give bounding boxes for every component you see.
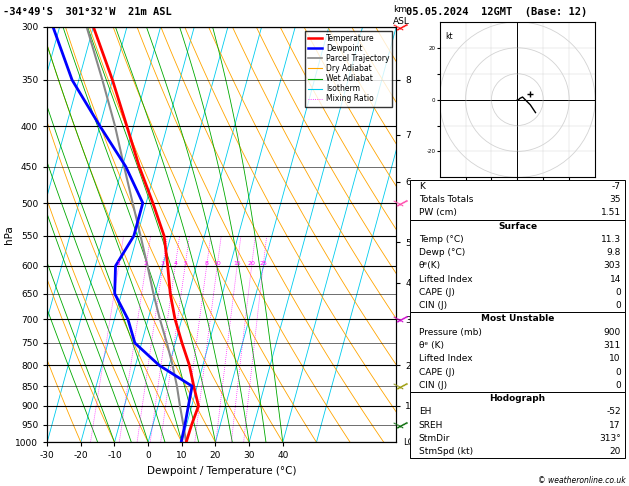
Text: 313°: 313°	[599, 434, 621, 443]
Text: /: /	[394, 380, 408, 393]
Text: Pressure (mb): Pressure (mb)	[419, 328, 482, 337]
Text: CAPE (J): CAPE (J)	[419, 367, 455, 377]
Text: 0: 0	[615, 301, 621, 310]
Text: 11.3: 11.3	[601, 235, 621, 244]
Text: Temp (°C): Temp (°C)	[419, 235, 464, 244]
Text: 14: 14	[610, 275, 621, 284]
Text: CIN (J): CIN (J)	[419, 381, 447, 390]
Text: CAPE (J): CAPE (J)	[419, 288, 455, 297]
Text: -7: -7	[612, 182, 621, 191]
Text: 0: 0	[615, 367, 621, 377]
Text: km: km	[393, 5, 407, 14]
Text: /: /	[394, 418, 408, 431]
Text: K: K	[419, 182, 425, 191]
Y-axis label: hPa: hPa	[4, 225, 14, 244]
Text: ASL: ASL	[393, 17, 410, 26]
Text: 10: 10	[213, 261, 221, 266]
Bar	[410, 180, 625, 220]
Text: SREH: SREH	[419, 420, 443, 430]
Text: θᵉ(K): θᵉ(K)	[419, 261, 441, 271]
Text: 0: 0	[615, 381, 621, 390]
Text: 303: 303	[604, 261, 621, 271]
X-axis label: Dewpoint / Temperature (°C): Dewpoint / Temperature (°C)	[147, 466, 296, 476]
Text: 4: 4	[173, 261, 177, 266]
Text: Lifted Index: Lifted Index	[419, 275, 472, 284]
Text: 10: 10	[610, 354, 621, 363]
Text: 05.05.2024  12GMT  (Base: 12): 05.05.2024 12GMT (Base: 12)	[406, 7, 587, 17]
Text: /: /	[394, 20, 408, 34]
Text: 3: 3	[161, 261, 165, 266]
Text: /: /	[394, 312, 408, 326]
Text: 1: 1	[117, 261, 121, 266]
Text: \: \	[393, 20, 406, 33]
Bar	[410, 220, 625, 312]
Text: 5: 5	[183, 261, 187, 266]
Text: 25: 25	[259, 261, 267, 266]
Text: PW (cm): PW (cm)	[419, 208, 457, 217]
Text: Most Unstable: Most Unstable	[481, 314, 554, 324]
Text: -52: -52	[606, 407, 621, 417]
Text: 17: 17	[610, 420, 621, 430]
Text: CIN (J): CIN (J)	[419, 301, 447, 310]
Text: StmDir: StmDir	[419, 434, 450, 443]
Text: EH: EH	[419, 407, 431, 417]
Text: 20: 20	[610, 447, 621, 456]
Text: StmSpd (kt): StmSpd (kt)	[419, 447, 473, 456]
Text: © weatheronline.co.uk: © weatheronline.co.uk	[538, 476, 626, 485]
Text: 15: 15	[233, 261, 241, 266]
Text: Hodograph: Hodograph	[489, 394, 546, 403]
Text: Dewp (°C): Dewp (°C)	[419, 248, 465, 257]
Text: 8: 8	[204, 261, 209, 266]
Bar	[410, 392, 625, 458]
Text: 311: 311	[604, 341, 621, 350]
Text: θᵉ (K): θᵉ (K)	[419, 341, 443, 350]
Text: 0: 0	[615, 288, 621, 297]
Legend: Temperature, Dewpoint, Parcel Trajectory, Dry Adiabat, Wet Adiabat, Isotherm, Mi: Temperature, Dewpoint, Parcel Trajectory…	[305, 31, 392, 106]
Text: 900: 900	[604, 328, 621, 337]
Text: \: \	[393, 418, 406, 431]
Text: -34°49'S  301°32'W  21m ASL: -34°49'S 301°32'W 21m ASL	[3, 7, 172, 17]
Text: LCL: LCL	[403, 438, 418, 447]
Text: Surface: Surface	[498, 222, 537, 231]
Text: \: \	[393, 380, 406, 392]
Text: 1.51: 1.51	[601, 208, 621, 217]
Y-axis label: Mixing Ratio (g/kg): Mixing Ratio (g/kg)	[414, 191, 423, 278]
Text: 9.8: 9.8	[606, 248, 621, 257]
Text: 35: 35	[610, 195, 621, 204]
Text: kt: kt	[445, 32, 452, 41]
Text: Totals Totals: Totals Totals	[419, 195, 473, 204]
Text: 20: 20	[248, 261, 255, 266]
Text: \: \	[393, 313, 406, 325]
Text: /: /	[394, 196, 408, 210]
Bar	[410, 312, 625, 392]
Text: Lifted Index: Lifted Index	[419, 354, 472, 363]
Text: \: \	[393, 197, 406, 209]
Text: 2: 2	[144, 261, 148, 266]
